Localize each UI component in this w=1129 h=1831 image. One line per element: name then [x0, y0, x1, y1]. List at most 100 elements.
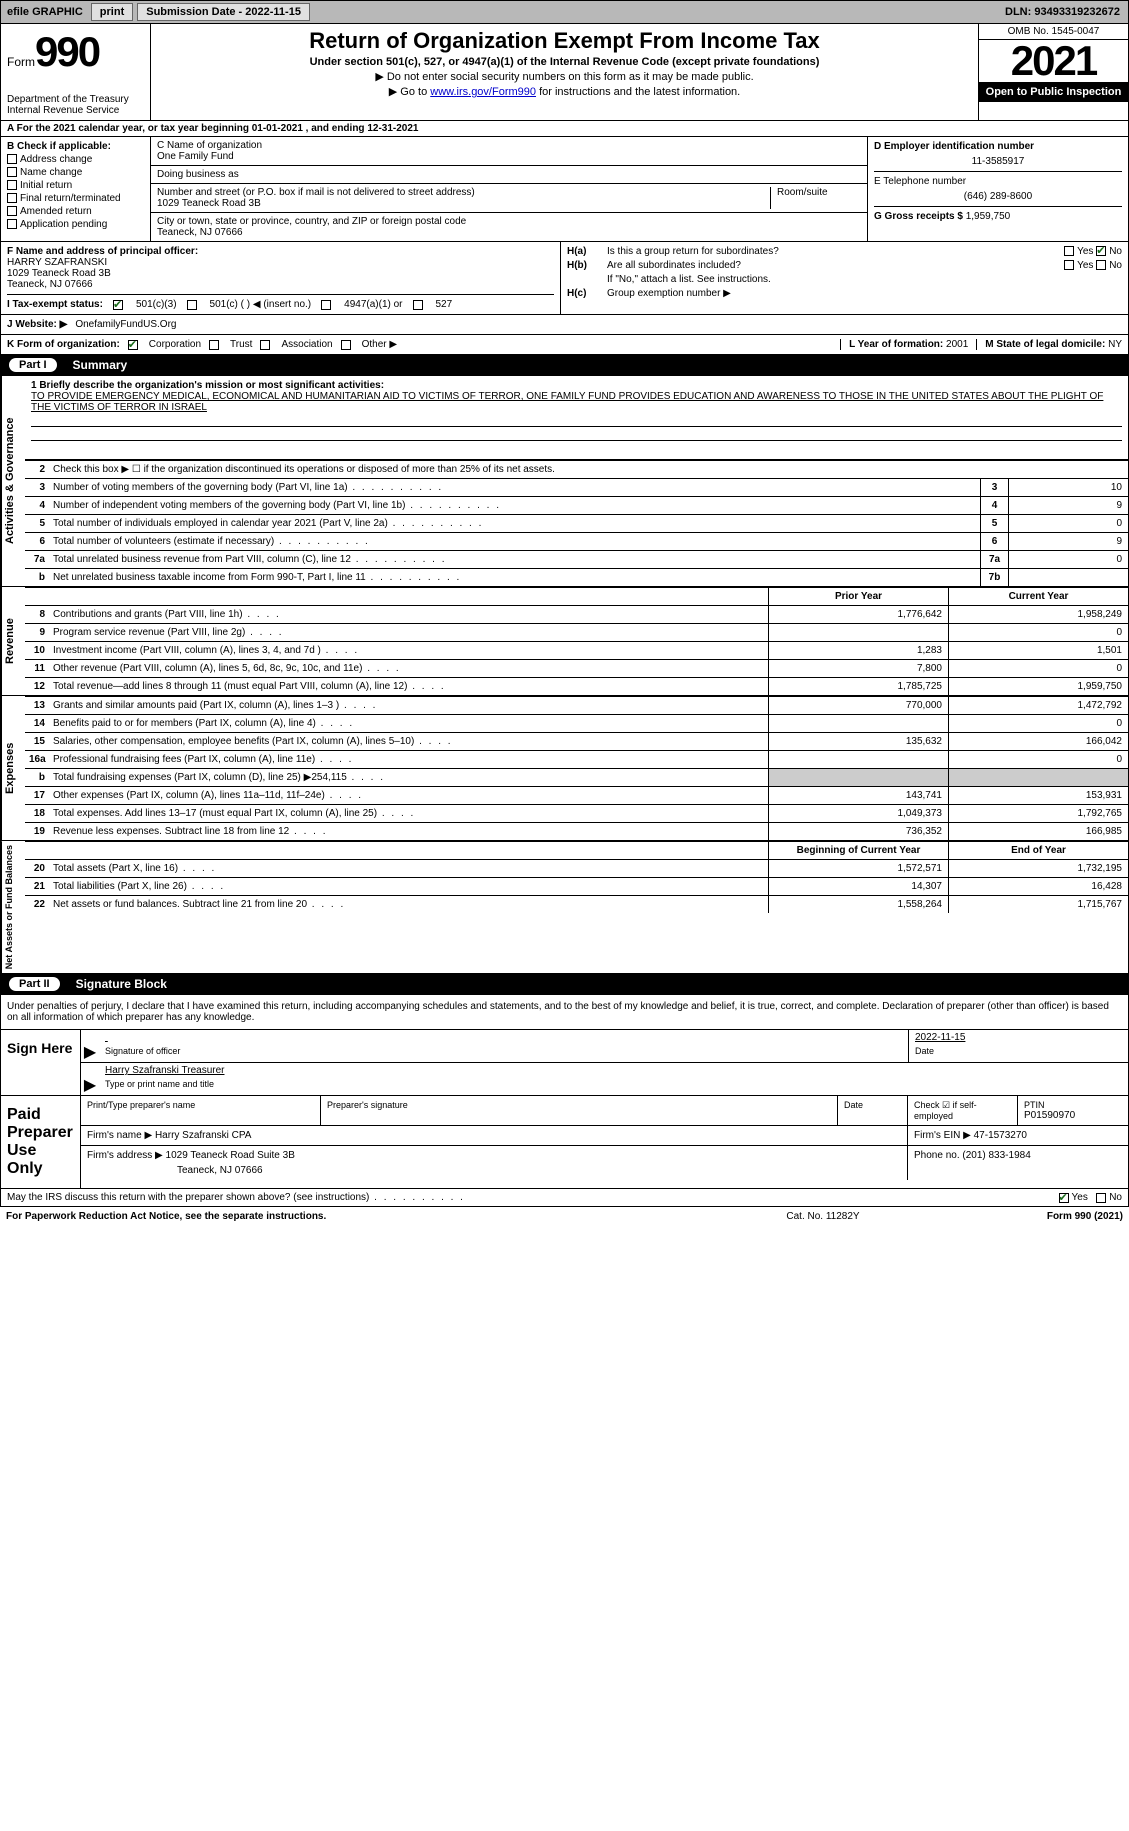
part-i-netassets: Net Assets or Fund Balances Beginning of…: [0, 841, 1129, 974]
part-i-expenses: Expenses 13Grants and similar amounts pa…: [0, 696, 1129, 841]
officer-name-title: Harry Szafranski Treasurer: [105, 1065, 1122, 1077]
form-title-cell: Return of Organization Exempt From Incom…: [151, 24, 978, 120]
gross-receipts: 1,959,750: [966, 211, 1011, 222]
paid-preparer-label: Paid Preparer Use Only: [1, 1096, 81, 1188]
part-i-revenue: Revenue Prior Year Current Year 8Contrib…: [0, 587, 1129, 696]
chk-trust[interactable]: [209, 340, 219, 350]
officer-name: HARRY SZAFRANSKI: [7, 257, 554, 268]
section-bcd: B Check if applicable: Address change Na…: [0, 137, 1129, 242]
summary-row: 5Total number of individuals employed in…: [25, 514, 1128, 532]
prior-year-value: 14,307: [768, 878, 948, 895]
part-i-header: Part I Summary: [0, 355, 1129, 376]
arrow-icon: ▶: [81, 1030, 99, 1062]
current-year-value: 16,428: [948, 878, 1128, 895]
chk-ha-no[interactable]: [1096, 246, 1106, 256]
print-button[interactable]: print: [91, 3, 133, 21]
summary-row: 11Other revenue (Part VIII, column (A), …: [25, 659, 1128, 677]
summary-row: 22Net assets or fund balances. Subtract …: [25, 895, 1128, 913]
submission-date-button[interactable]: Submission Date - 2022-11-15: [137, 3, 310, 21]
current-year-value: 166,985: [948, 823, 1128, 840]
chk-amended-return[interactable]: [7, 206, 17, 216]
summary-value: 0: [1008, 551, 1128, 568]
row-j-website: J Website: ▶ OnefamilyFundUS.Org: [0, 315, 1129, 335]
summary-value: 10: [1008, 479, 1128, 496]
summary-row: 18Total expenses. Add lines 13–17 (must …: [25, 804, 1128, 822]
col-b-checkboxes: B Check if applicable: Address change Na…: [1, 137, 151, 241]
current-year-value: 1,959,750: [948, 678, 1128, 695]
summary-row: 4Number of independent voting members of…: [25, 496, 1128, 514]
line-1-mission: 1 Briefly describe the organization's mi…: [25, 376, 1128, 460]
chk-address-change[interactable]: [7, 154, 17, 164]
top-toolbar: efile GRAPHIC print Submission Date - 20…: [0, 0, 1129, 24]
prior-year-value: 1,776,642: [768, 606, 948, 623]
current-year-value: 0: [948, 715, 1128, 732]
org-street: 1029 Teaneck Road 3B: [157, 198, 764, 209]
current-year-value: 153,931: [948, 787, 1128, 804]
chk-final-return[interactable]: [7, 193, 17, 203]
current-year-value: 0: [948, 624, 1128, 641]
chk-mayirs-no[interactable]: [1096, 1193, 1106, 1203]
prior-year-value: 135,632: [768, 733, 948, 750]
col-h-group: H(a) Is this a group return for subordin…: [561, 242, 1128, 314]
irs-link[interactable]: www.irs.gov/Form990: [430, 86, 536, 98]
chk-association[interactable]: [260, 340, 270, 350]
current-year-value: 1,792,765: [948, 805, 1128, 822]
sign-here-block: Sign Here ▶ Signature of officer 2022-11…: [0, 1030, 1129, 1096]
firm-name: Harry Szafranski CPA: [155, 1130, 252, 1141]
row-klm: K Form of organization: Corporation Trus…: [0, 335, 1129, 355]
prior-year-value: 1,283: [768, 642, 948, 659]
may-irs-discuss: May the IRS discuss this return with the…: [0, 1189, 1129, 1207]
prior-year-value: 1,558,264: [768, 896, 948, 913]
open-to-public: Open to Public Inspection: [979, 82, 1128, 102]
chk-501c3[interactable]: [113, 300, 123, 310]
chk-initial-return[interactable]: [7, 180, 17, 190]
current-year-value: 1,472,792: [948, 697, 1128, 714]
paid-preparer-block: Paid Preparer Use Only Print/Type prepar…: [0, 1096, 1129, 1189]
netassets-header-row: Beginning of Current Year End of Year: [25, 841, 1128, 859]
chk-4947[interactable]: [321, 300, 331, 310]
current-year-value: 0: [948, 660, 1128, 677]
summary-value: 9: [1008, 533, 1128, 550]
chk-527[interactable]: [413, 300, 423, 310]
current-year-value: 0: [948, 751, 1128, 768]
current-year-value: 1,501: [948, 642, 1128, 659]
summary-row: 14Benefits paid to or for members (Part …: [25, 714, 1128, 732]
section-fh: F Name and address of principal officer:…: [0, 242, 1129, 315]
summary-row: 21Total liabilities (Part X, line 26)14,…: [25, 877, 1128, 895]
tab-net-assets: Net Assets or Fund Balances: [1, 841, 25, 973]
summary-row: 17Other expenses (Part IX, column (A), l…: [25, 786, 1128, 804]
prior-year-value: 143,741: [768, 787, 948, 804]
chk-other[interactable]: [341, 340, 351, 350]
summary-row: 13Grants and similar amounts paid (Part …: [25, 696, 1128, 714]
chk-hb-yes[interactable]: [1064, 260, 1074, 270]
firm-ein: 47-1573270: [974, 1130, 1027, 1141]
form-number-cell: Form990 Department of the Treasury Inter…: [1, 24, 151, 120]
chk-hb-no[interactable]: [1096, 260, 1106, 270]
summary-value: [1008, 569, 1128, 586]
summary-row: 3Number of voting members of the governi…: [25, 478, 1128, 496]
tax-year: 2021: [979, 40, 1128, 82]
summary-row: 20Total assets (Part X, line 16)1,572,57…: [25, 859, 1128, 877]
year-cell: OMB No. 1545-0047 2021 Open to Public In…: [978, 24, 1128, 120]
tab-expenses: Expenses: [1, 696, 25, 840]
chk-ha-yes[interactable]: [1064, 246, 1074, 256]
room-suite: Room/suite: [771, 187, 861, 209]
col-c-org-info: C Name of organization One Family Fund D…: [151, 137, 868, 241]
org-name: One Family Fund: [157, 151, 861, 162]
efile-label: efile GRAPHIC: [3, 6, 87, 18]
perjury-paragraph: Under penalties of perjury, I declare th…: [0, 995, 1129, 1030]
page-footer: For Paperwork Reduction Act Notice, see …: [0, 1207, 1129, 1226]
revenue-header-row: Prior Year Current Year: [25, 587, 1128, 605]
chk-name-change[interactable]: [7, 167, 17, 177]
year-formation: 2001: [946, 339, 968, 350]
prior-year-value: 1,049,373: [768, 805, 948, 822]
dln-label: DLN: 93493319232672: [1005, 6, 1126, 18]
officer-signature: [105, 1032, 902, 1044]
chk-corporation[interactable]: [128, 340, 138, 350]
chk-501c[interactable]: [187, 300, 197, 310]
chk-application-pending[interactable]: [7, 219, 17, 229]
chk-mayirs-yes[interactable]: [1059, 1193, 1069, 1203]
form-subtitle: Under section 501(c), 527, or 4947(a)(1)…: [157, 56, 972, 68]
state-domicile: NY: [1108, 339, 1122, 350]
firm-addr2: Teaneck, NJ 07666: [87, 1165, 901, 1176]
